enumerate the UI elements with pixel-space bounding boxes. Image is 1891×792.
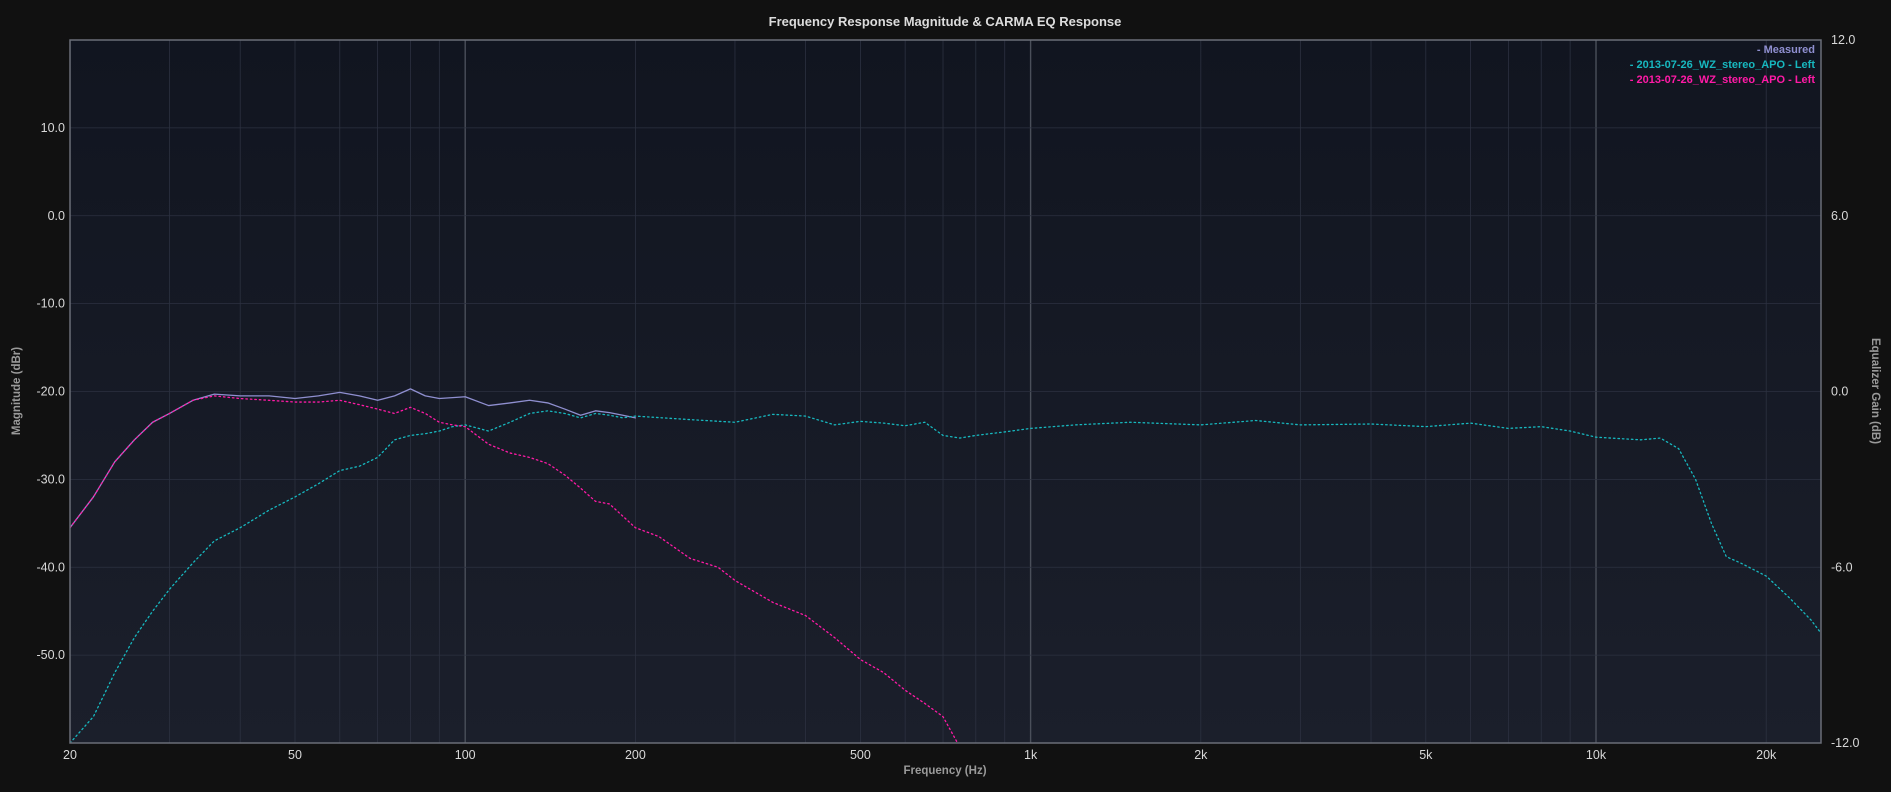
x-tick-label: 50: [288, 748, 302, 762]
x-tick-label: 200: [625, 748, 646, 762]
x-tick-label: 20k: [1756, 748, 1777, 762]
y-tick-label: -40.0: [37, 560, 66, 574]
x-tick-label: 5k: [1419, 748, 1433, 762]
x-tick-label: 1k: [1024, 748, 1038, 762]
y2-tick-label: -6.0: [1831, 560, 1853, 574]
x-tick-label: 500: [850, 748, 871, 762]
plot-frame: [69, 39, 1822, 744]
y-tick-label: -30.0: [37, 472, 66, 486]
y-tick-label: -10.0: [37, 297, 66, 311]
series-layer: [70, 388, 1821, 743]
y-tick-label: -20.0: [37, 385, 66, 399]
x-axis-label: Frequency (Hz): [903, 765, 986, 777]
legend-item-measured[interactable]: - Measured: [1757, 44, 1815, 56]
y2-axis-label: Equalizer Gain (dB): [1869, 338, 1881, 444]
legend[interactable]: - Measured - 2013-07-26_WZ_stereo_APO - …: [1630, 44, 1816, 86]
y2-tick-label: -12.0: [1831, 736, 1860, 750]
x-tick-label: 100: [455, 748, 476, 762]
y-tick-label: 0.0: [48, 209, 65, 223]
y-tick-label: -50.0: [37, 648, 66, 662]
y-axis-label: Magnitude (dBr): [11, 347, 23, 435]
eq-response-series-line: [70, 395, 959, 743]
y2-tick-label: 6.0: [1831, 209, 1848, 223]
x-tick-label: 20: [63, 748, 77, 762]
y2-tick-label: 0.0: [1831, 385, 1848, 399]
grid-lines: [70, 40, 1821, 743]
y-tick-label: 10.0: [41, 121, 65, 135]
legend-item-carma[interactable]: - 2013-07-26_WZ_stereo_APO - Left: [1630, 59, 1816, 71]
tick-labels: 20 50 100 200 500 1k 2k 5k 10k 20k 10.0 0.0 -10.0 -20…: [37, 33, 1860, 762]
x-tick-label: 10k: [1586, 748, 1607, 762]
legend-item-eq[interactable]: - 2013-07-26_WZ_stereo_APO - Left: [1630, 74, 1816, 86]
chart-title: Frequency Response Magnitude & CARMA EQ …: [769, 14, 1122, 29]
x-tick-label: 2k: [1194, 748, 1208, 762]
carma-response-series-line: [70, 410, 1821, 743]
y2-tick-label: 12.0: [1831, 33, 1855, 47]
